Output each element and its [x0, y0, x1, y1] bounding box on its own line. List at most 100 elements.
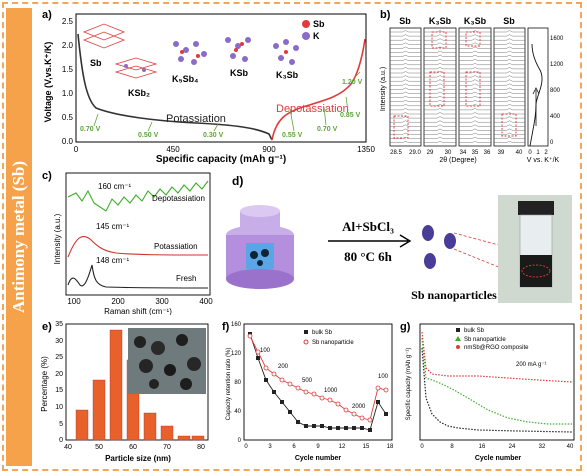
legend-bulk-sb-marker — [456, 328, 460, 332]
xrd-columns — [389, 27, 526, 147]
histogram-bar — [75, 409, 89, 441]
panel-g-xtick: 0 — [420, 444, 424, 450]
depotassiation-curve — [271, 38, 366, 141]
panel-g-xtick: 8 — [450, 444, 454, 450]
xrd-trace — [459, 116, 491, 119]
panel-f-xtick: 0 — [244, 444, 248, 450]
panel-g-xtick: 24 — [509, 444, 516, 450]
panel-f-ylabel: Capacity retention ratio (%) — [226, 348, 232, 421]
panel-f-xtick: 9 — [316, 444, 320, 450]
panel-a-xlabel: Specific capacity (mAh g⁻¹) — [156, 154, 286, 164]
xrd-trace — [390, 30, 421, 33]
panel-b-right-xtick: 1 — [536, 150, 540, 156]
potassiation-curve — [77, 33, 273, 141]
raman-peak-potassiation: 145 cm⁻¹ — [96, 222, 129, 231]
xrd-trace — [390, 42, 421, 45]
xrd-trace — [390, 58, 421, 61]
panel-c-xtick: 200 — [111, 297, 125, 306]
xrd-trace — [459, 71, 491, 74]
panel-g-xtick: 40 — [567, 444, 574, 450]
raman-name-depotassiation: Depotassiation — [152, 194, 205, 203]
xrd-trace — [494, 108, 525, 111]
xrd-trace — [424, 108, 456, 111]
panel-e-size-distribution: e) Percentage (%) 0 5 10 15 20 25 30 35 … — [40, 321, 209, 463]
histogram-bar — [92, 379, 106, 441]
panel-b-xtick: 28.5 — [390, 150, 402, 156]
xrd-trace — [424, 116, 456, 119]
panel-c-xtick: 400 — [199, 297, 213, 306]
xrd-trace — [390, 63, 421, 65]
panel-c-plot-area — [65, 172, 211, 296]
xrd-trace — [494, 79, 525, 82]
panel-e-ytick: 25 — [55, 354, 63, 361]
panel-g-cycling: g) Specific capacity (mAh g⁻¹) bulk Sb S… — [400, 321, 575, 462]
xrd-trace — [459, 136, 491, 139]
panel-a-voltage-profile: a) Voltage (V,vs.K⁺/K) 0.0 0.5 1.0 1.5 2… — [42, 9, 375, 164]
xrd-trace — [424, 124, 456, 127]
panel-a-ytick: 2.0 — [62, 41, 74, 50]
phase-ksb2: KSb₂ — [128, 88, 150, 98]
panel-b-right-ytick: 1200 — [550, 62, 564, 68]
panel-f-xtick: 18 — [387, 444, 394, 450]
legend-k-label: K — [313, 31, 320, 41]
xrd-trace — [390, 132, 421, 135]
rate-label: 500 — [302, 378, 313, 384]
xrd-trace — [424, 83, 456, 86]
xrd-trace — [494, 46, 525, 49]
histogram-bar — [109, 329, 123, 441]
xrd-trace — [390, 120, 421, 123]
voltage-label: 1.20 V — [342, 79, 363, 86]
xrd-trace — [390, 38, 421, 41]
rate-label: 2000 — [352, 404, 366, 410]
panel-b-ylabel: Intensity (a.u.) — [380, 67, 387, 111]
panel-c-label: c) — [42, 170, 52, 182]
xrd-trace — [390, 91, 421, 94]
figure-frame — [2, 2, 582, 471]
xrd-trace — [390, 87, 421, 90]
voltage-label: 0.50 V — [138, 132, 159, 139]
panel-b-xtick: 36 — [484, 150, 491, 156]
xrd-trace — [459, 54, 491, 57]
xrd-trace — [390, 136, 421, 139]
xrd-trace — [424, 71, 456, 74]
voltage-label: 0.70 V — [317, 126, 338, 133]
bulk-sb-series — [249, 333, 387, 431]
panel-b-voltage-plot — [527, 27, 549, 147]
panel-e-ytick: 15 — [55, 387, 63, 394]
xrd-trace — [424, 58, 456, 61]
panel-g-label: g) — [400, 321, 411, 333]
panel-b-xtick: 29 — [427, 150, 434, 156]
raman-depotassiation — [67, 180, 209, 212]
panel-b-right-xtick: 0 — [528, 150, 532, 156]
panel-a-ytick: 2.5 — [62, 17, 74, 26]
panel-b-xtick: 34 — [460, 150, 467, 156]
panel-g-ylabel: Specific capacity (mAh g⁻¹) — [406, 348, 412, 421]
panel-b-xtick: 39 — [498, 150, 505, 156]
histogram-bar — [160, 425, 174, 441]
xrd-trace — [459, 99, 491, 102]
rate-label: 100 — [378, 374, 389, 380]
panel-a-label: a) — [42, 9, 52, 21]
xrd-pattern-stack — [390, 30, 525, 143]
panel-f-ytick: 160 — [231, 322, 242, 328]
panel-b-arrow — [532, 87, 540, 126]
xrd-trace — [390, 108, 421, 111]
panel-a-ylabel: Voltage (V,vs.K⁺/K) — [43, 42, 53, 123]
xrd-trace — [459, 50, 491, 53]
panel-b-label: b) — [380, 9, 391, 21]
xrd-trace — [459, 91, 491, 94]
panel-g-xtick: 32 — [539, 444, 546, 450]
xrd-trace — [459, 112, 491, 115]
histogram-bar — [143, 412, 157, 441]
xrd-trace — [390, 54, 421, 57]
panel-b-xtick: 30 — [445, 150, 452, 156]
panel-f-xtick: 12 — [339, 444, 346, 450]
panel-a-xtick: 450 — [166, 145, 180, 154]
xrd-trace — [494, 58, 525, 61]
xrd-trace — [459, 79, 491, 82]
xrd-trace — [459, 67, 491, 70]
xrd-trace — [459, 128, 491, 131]
xrd-trace — [459, 38, 491, 41]
legend-nmsb-rgo-marker — [456, 345, 460, 349]
xrd-trace — [390, 140, 421, 143]
